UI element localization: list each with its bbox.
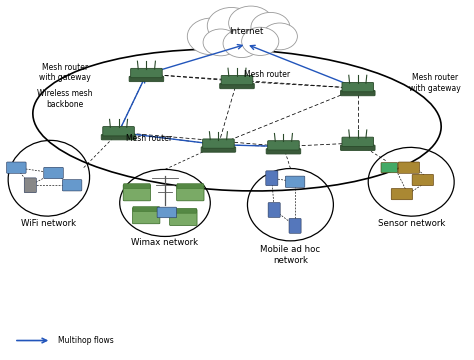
FancyBboxPatch shape xyxy=(289,219,301,233)
Circle shape xyxy=(223,30,260,58)
Text: Mesh router
with gateway: Mesh router with gateway xyxy=(409,73,461,93)
FancyBboxPatch shape xyxy=(177,184,203,189)
FancyBboxPatch shape xyxy=(103,127,134,136)
Text: Mesh router: Mesh router xyxy=(244,70,290,79)
FancyBboxPatch shape xyxy=(266,171,278,186)
FancyBboxPatch shape xyxy=(133,207,159,211)
Circle shape xyxy=(228,6,273,40)
Text: Mesh router: Mesh router xyxy=(126,134,172,143)
Text: Wireless mesh
backbone: Wireless mesh backbone xyxy=(37,89,93,109)
FancyBboxPatch shape xyxy=(266,149,301,154)
FancyBboxPatch shape xyxy=(44,167,63,179)
FancyBboxPatch shape xyxy=(285,176,305,188)
FancyBboxPatch shape xyxy=(381,162,398,173)
FancyBboxPatch shape xyxy=(342,82,374,92)
Text: Internet: Internet xyxy=(229,27,264,36)
Circle shape xyxy=(251,12,290,42)
FancyBboxPatch shape xyxy=(268,141,299,150)
FancyBboxPatch shape xyxy=(123,185,151,201)
FancyBboxPatch shape xyxy=(131,68,162,78)
FancyBboxPatch shape xyxy=(221,76,253,85)
FancyBboxPatch shape xyxy=(340,90,375,96)
Text: Wimax network: Wimax network xyxy=(131,238,199,247)
Text: Mobile ad hoc
network: Mobile ad hoc network xyxy=(260,245,320,265)
FancyBboxPatch shape xyxy=(398,162,419,173)
FancyBboxPatch shape xyxy=(170,208,197,213)
FancyBboxPatch shape xyxy=(157,207,177,218)
Circle shape xyxy=(242,27,279,55)
FancyBboxPatch shape xyxy=(268,203,280,217)
FancyBboxPatch shape xyxy=(342,137,374,147)
FancyBboxPatch shape xyxy=(124,184,150,189)
Text: Multihop flows: Multihop flows xyxy=(58,336,114,345)
FancyBboxPatch shape xyxy=(177,185,204,201)
FancyBboxPatch shape xyxy=(63,180,82,191)
FancyBboxPatch shape xyxy=(340,145,375,150)
Circle shape xyxy=(262,23,297,50)
Circle shape xyxy=(187,18,236,55)
FancyBboxPatch shape xyxy=(201,147,236,152)
FancyBboxPatch shape xyxy=(170,209,197,225)
FancyBboxPatch shape xyxy=(7,162,26,173)
FancyBboxPatch shape xyxy=(202,139,234,148)
Text: Sensor network: Sensor network xyxy=(377,219,445,228)
Text: Mesh router
with gateway: Mesh router with gateway xyxy=(39,63,91,82)
Text: WiFi network: WiFi network xyxy=(21,219,76,228)
Circle shape xyxy=(203,29,238,56)
FancyBboxPatch shape xyxy=(412,174,434,186)
FancyBboxPatch shape xyxy=(132,207,160,224)
FancyBboxPatch shape xyxy=(101,135,136,140)
FancyBboxPatch shape xyxy=(220,83,254,89)
FancyBboxPatch shape xyxy=(129,76,164,82)
Circle shape xyxy=(207,8,255,44)
FancyBboxPatch shape xyxy=(391,189,412,200)
FancyBboxPatch shape xyxy=(24,178,36,193)
